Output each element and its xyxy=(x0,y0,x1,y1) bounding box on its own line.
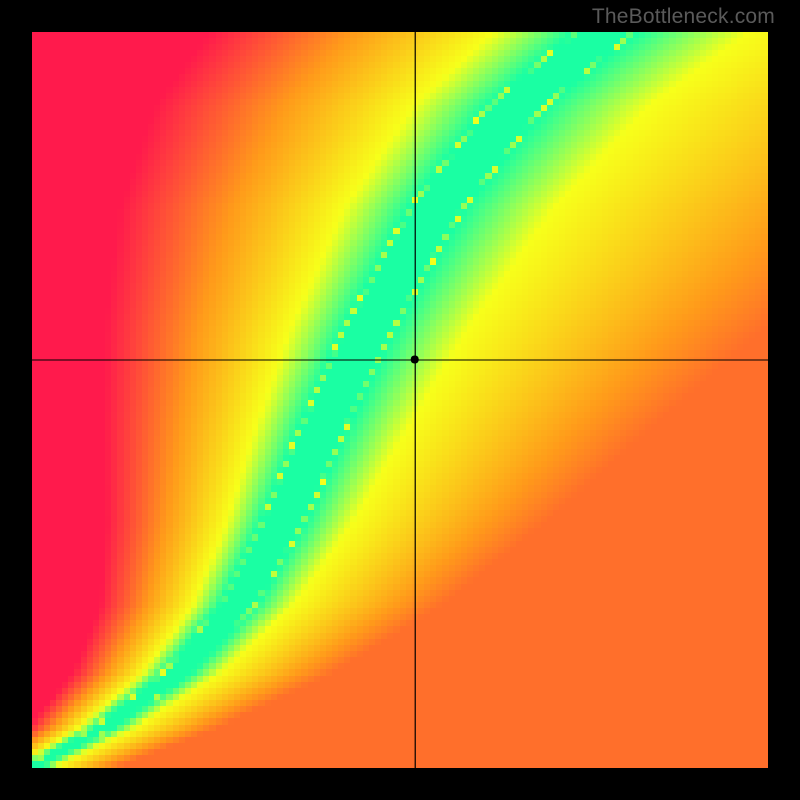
chart-root: TheBottleneck.com xyxy=(0,0,800,800)
heatmap-canvas xyxy=(32,32,768,768)
plot-area xyxy=(32,32,768,768)
watermark-text: TheBottleneck.com xyxy=(592,5,775,29)
